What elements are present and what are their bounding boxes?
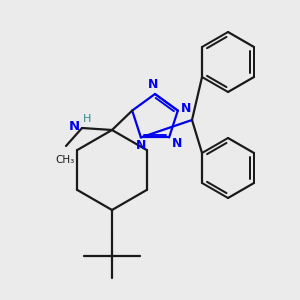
Text: N: N — [148, 77, 158, 91]
Text: N: N — [172, 137, 182, 150]
Text: N: N — [69, 121, 80, 134]
Text: N: N — [136, 139, 146, 152]
Text: CH₃: CH₃ — [56, 155, 75, 165]
Text: N: N — [181, 102, 191, 115]
Text: H: H — [83, 114, 91, 124]
